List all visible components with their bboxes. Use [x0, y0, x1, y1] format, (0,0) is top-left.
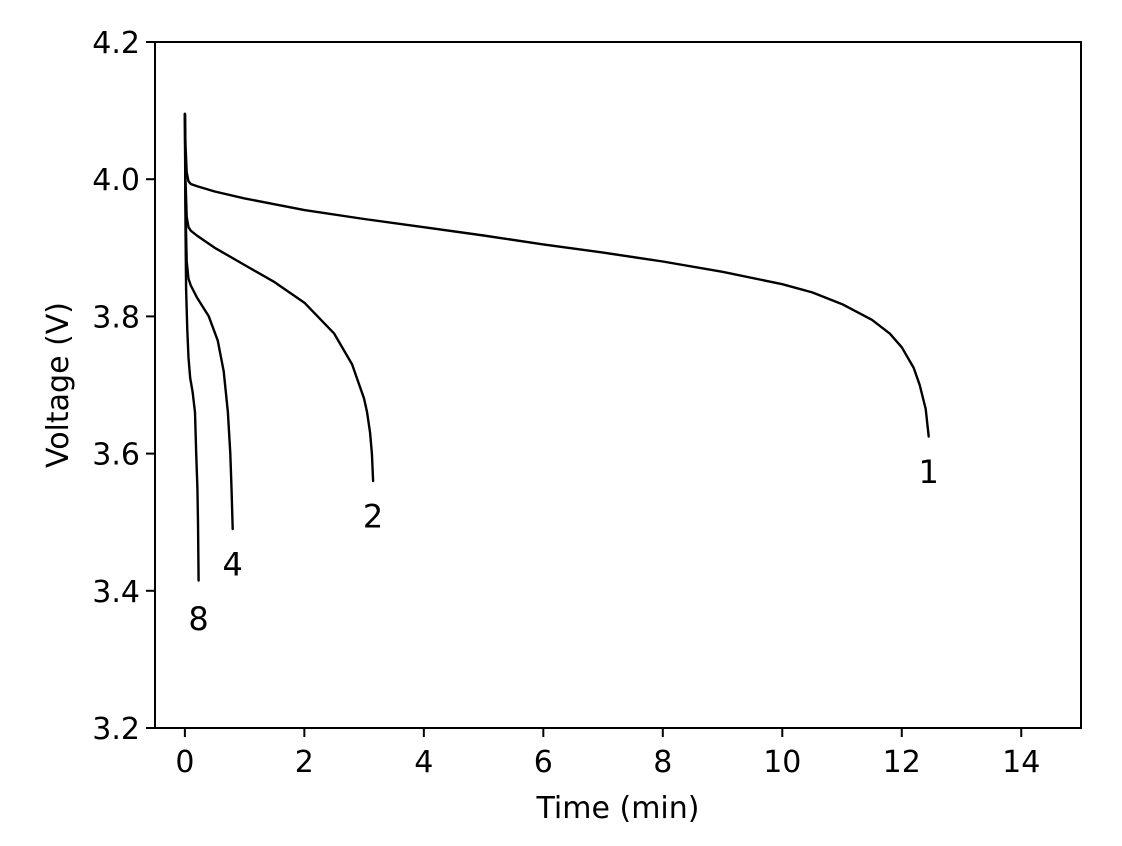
- x-tick-label: 2: [295, 745, 314, 780]
- series-label-1: 1: [918, 453, 938, 491]
- y-tick-label: 3.8: [92, 300, 140, 335]
- series-label-4: 4: [222, 545, 242, 583]
- x-tick-label: 4: [414, 745, 433, 780]
- axis-ticks: 0 2 4 6 8 10 12 143.23.43.63.84.04.2: [92, 26, 1040, 780]
- x-axis-label: Time (min): [536, 791, 700, 826]
- series-curves: [183, 112, 930, 582]
- series-line-4: [183, 112, 234, 531]
- x-tick-label: 0: [175, 745, 194, 780]
- y-tick-label: 4.2: [92, 26, 140, 61]
- series-line-2: [183, 112, 375, 483]
- x-tick-label: 10: [763, 745, 801, 780]
- y-tick-label: 4.0: [92, 163, 140, 198]
- series-line-1: [183, 112, 930, 438]
- series-label-8: 8: [188, 600, 208, 638]
- x-tick-label: 12: [883, 745, 921, 780]
- x-tick-label: 14: [1002, 745, 1040, 780]
- x-tick-label: 6: [534, 745, 553, 780]
- y-axis-label: Voltage (V): [41, 302, 76, 468]
- x-tick-label: 8: [653, 745, 672, 780]
- y-tick-label: 3.2: [92, 712, 140, 747]
- plot-frame: [154, 41, 1082, 729]
- y-tick-label: 3.4: [92, 575, 140, 610]
- series-annotations: 1 2 48: [188, 453, 938, 638]
- series-label-2: 2: [363, 497, 383, 535]
- y-tick-label: 3.6: [92, 438, 140, 473]
- series-line-8: [183, 112, 200, 582]
